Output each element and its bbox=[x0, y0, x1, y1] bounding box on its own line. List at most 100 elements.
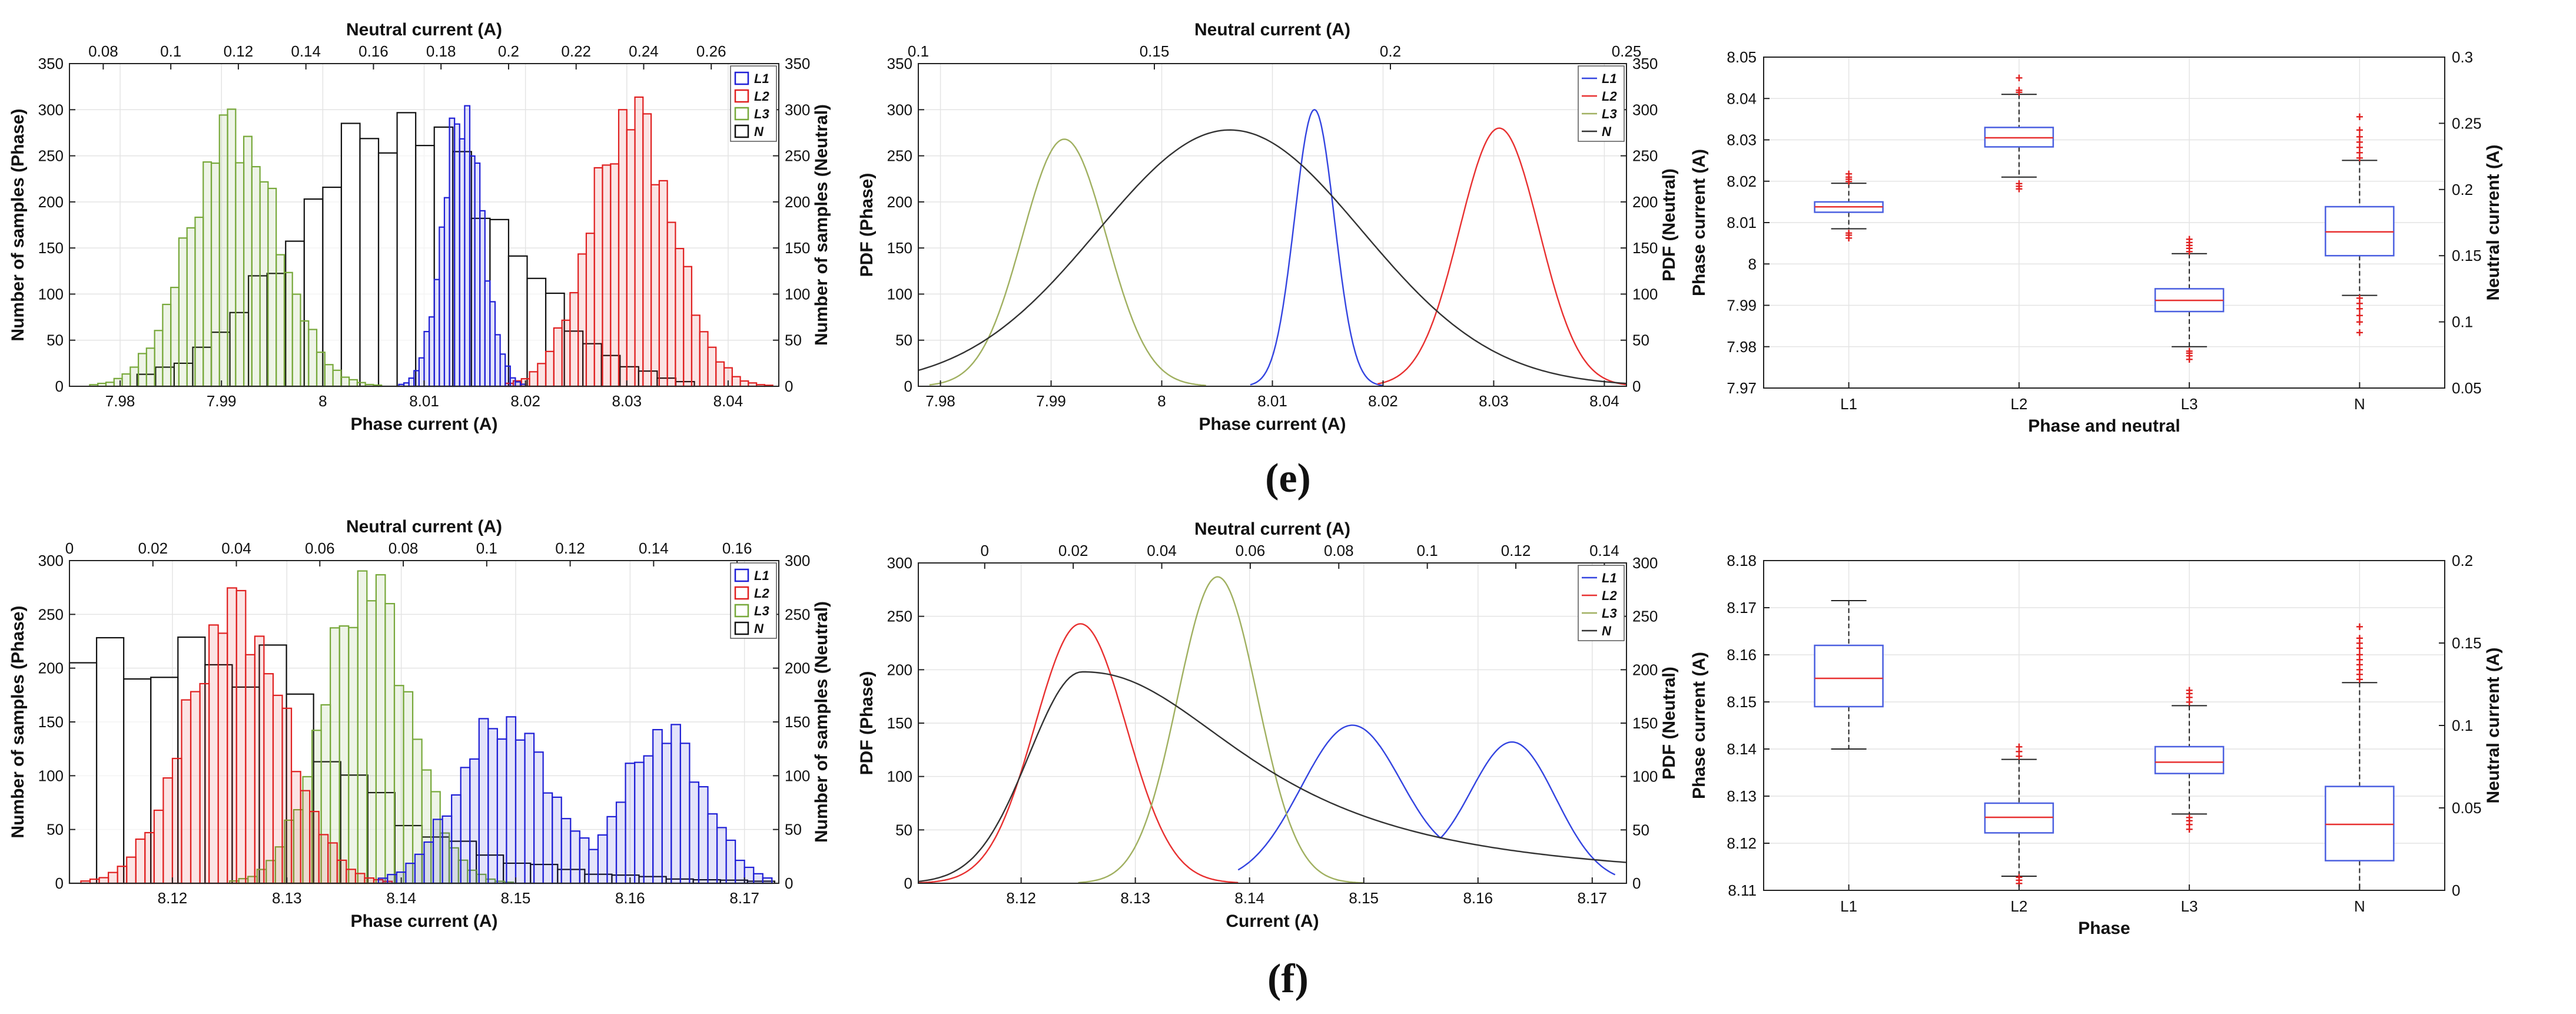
e-hist-y2tick-label: 200 bbox=[785, 193, 810, 211]
f-box-outlier-l3: + bbox=[2186, 810, 2193, 825]
e-hist-bar-l3 bbox=[194, 216, 204, 387]
f-pdf-ytick-label: 150 bbox=[887, 714, 912, 732]
e-hist-xtick-label: 8.01 bbox=[409, 392, 439, 410]
f-hist-bar-l1 bbox=[606, 816, 618, 884]
f-box-xtick-label: L1 bbox=[1840, 897, 1857, 915]
f-pdf-x2tick-label: 0.12 bbox=[1501, 542, 1531, 559]
e-hist-bar-l3 bbox=[275, 254, 286, 387]
f-pdf-legend-label-l1: L1 bbox=[1602, 571, 1617, 585]
f-hist-legend-label-l2: L2 bbox=[754, 586, 769, 601]
e-hist-bar-l3 bbox=[186, 227, 196, 387]
e-hist-bar-n bbox=[563, 330, 584, 387]
e-hist-ytick-label: 200 bbox=[38, 193, 64, 211]
e-pdf-line-l2 bbox=[1377, 127, 1627, 386]
f-hist-ylabel: Number of samples (Phase) bbox=[8, 605, 28, 838]
f-hist-ytick-label: 50 bbox=[47, 821, 64, 839]
f-hist-x2tick-label: 0 bbox=[65, 539, 74, 557]
e-box-outlier-l1: + bbox=[1845, 174, 1853, 189]
e-pdf-legend-label-l2: L2 bbox=[1602, 89, 1617, 104]
f-hist-x2tick-label: 0.04 bbox=[221, 539, 251, 557]
e-box-outlier-l2: + bbox=[2015, 85, 2023, 100]
f-hist-bar-l2 bbox=[281, 707, 293, 884]
f-hist-bar-l1 bbox=[460, 767, 471, 884]
f-box-xtick-label: L2 bbox=[2010, 897, 2027, 915]
f-box-outlier-l3: + bbox=[2186, 822, 2193, 837]
e-box-outlier-n: + bbox=[2356, 308, 2363, 323]
f-pdf-legend-label-n: N bbox=[1602, 624, 1612, 638]
e-hist-bar-l1 bbox=[484, 280, 491, 387]
e-hist-xtick-label: 8.04 bbox=[713, 392, 743, 410]
e-box-outlier-l2: + bbox=[2015, 83, 2023, 98]
f-hist-bar-l1 bbox=[698, 786, 709, 884]
f-box-y2tick-label: 0.2 bbox=[2452, 552, 2473, 569]
e-hist-bar-l1 bbox=[459, 138, 466, 387]
f-pdf-y2label: PDF (Neutral) bbox=[1659, 667, 1679, 780]
f-hist-bar-l3 bbox=[357, 570, 368, 884]
e-hist-legend-swatch-l3 bbox=[734, 107, 749, 121]
f-box-outlier-n: + bbox=[2356, 619, 2363, 634]
f-hist-bar-n bbox=[367, 791, 396, 884]
e-hist-bar-l3 bbox=[130, 366, 140, 387]
e-hist-bar-n bbox=[322, 186, 343, 387]
e-hist-ytick-label: 350 bbox=[38, 55, 64, 72]
e-hist-x2label: Neutral current (A) bbox=[346, 20, 502, 39]
f-box-chart: ++++++++++++++++++++++++L1 L2 L3 N8.118.128… bbox=[1689, 552, 2503, 938]
e-hist-bar-l1 bbox=[439, 226, 446, 387]
f-hist-ytick-label: 300 bbox=[38, 552, 64, 569]
e-box-outlier-l3: + bbox=[2186, 346, 2193, 360]
e-hist-x2tick-label: 0.12 bbox=[224, 42, 254, 60]
f-pdf-ylabel: PDF (Phase) bbox=[857, 671, 877, 776]
f-hist-bar-l2 bbox=[364, 877, 375, 884]
f-box-outlier-n: + bbox=[2356, 648, 2363, 662]
e-box-y2tick-label: 0.15 bbox=[2452, 247, 2482, 264]
f-hist-bar-n bbox=[150, 677, 179, 884]
e-hist-bar-l3 bbox=[145, 347, 155, 387]
f-hist-bar-l3 bbox=[375, 574, 386, 884]
f-hist-bar-l1 bbox=[487, 728, 498, 884]
f-box-ytick-label: 8.15 bbox=[1727, 693, 1757, 711]
f-hist-ytick-label: 100 bbox=[38, 767, 64, 784]
e-box-outlier-l1: + bbox=[1845, 170, 1853, 185]
e-hist-bar-n bbox=[359, 138, 380, 387]
e-pdf-legend-label-l3: L3 bbox=[1602, 107, 1617, 121]
f-box-y2tick-label: 0 bbox=[2452, 882, 2460, 899]
e-pdf-ytick-label: 50 bbox=[895, 332, 912, 349]
e-hist-bar-l3 bbox=[154, 330, 164, 387]
e-box-outlier-n: + bbox=[2356, 326, 2363, 340]
f-box-ytick-label: 8.18 bbox=[1727, 552, 1757, 569]
f-hist-bar-l2 bbox=[217, 632, 228, 884]
f-hist-bar-l2 bbox=[318, 834, 329, 884]
f-hist-bar-l2 bbox=[254, 635, 265, 884]
e-hist-bar-n bbox=[396, 112, 417, 387]
f-box-box-l3 bbox=[2154, 745, 2225, 774]
f-box-outlier-n: + bbox=[2356, 636, 2363, 651]
f-hist-bar-n bbox=[123, 678, 152, 884]
e-hist-y2tick-label: 300 bbox=[785, 101, 810, 118]
e-hist-bar-l1 bbox=[464, 105, 471, 387]
f-hist-y2label: Number of samples (Neutral) bbox=[812, 601, 831, 843]
e-hist-bar-l1 bbox=[443, 197, 450, 387]
f-pdf-y2tick-label: 200 bbox=[1632, 661, 1658, 678]
f-hist-bar-l3 bbox=[403, 691, 414, 884]
e-box-ytick-label: 8.05 bbox=[1727, 48, 1757, 66]
e-hist-bar-l3 bbox=[251, 165, 261, 387]
f-hist-bar-l2 bbox=[290, 771, 301, 884]
f-box-outlier-l2: + bbox=[2015, 873, 2023, 887]
f-pdf-ytick-label: 0 bbox=[904, 874, 912, 892]
e-box-outlier-l3: + bbox=[2186, 344, 2193, 359]
f-hist-y2tick-label: 300 bbox=[785, 552, 810, 569]
f-hist-bar-l1 bbox=[652, 729, 663, 884]
f-hist-bar-l2 bbox=[300, 790, 311, 884]
f-hist-bar-l1 bbox=[423, 841, 434, 884]
f-hist-bar-l2 bbox=[190, 691, 201, 884]
e-hist-legend-label-l1: L1 bbox=[754, 71, 769, 86]
f-hist-y2tick-label: 200 bbox=[785, 660, 810, 677]
e-hist-bar-l2 bbox=[650, 184, 660, 387]
f-hist-chart: 8.12 8.13 8.14 8.15 8.16 8.17 0 0.02 0.04 0.06 0.0… bbox=[8, 517, 831, 931]
f-hist-bar-l2 bbox=[354, 873, 366, 884]
e-hist-bar-l3 bbox=[210, 162, 220, 387]
e-pdf-x2label: Neutral current (A) bbox=[1194, 20, 1350, 39]
f-hist-bar-l2 bbox=[153, 809, 164, 884]
e-hist-bar-l1 bbox=[514, 381, 522, 387]
